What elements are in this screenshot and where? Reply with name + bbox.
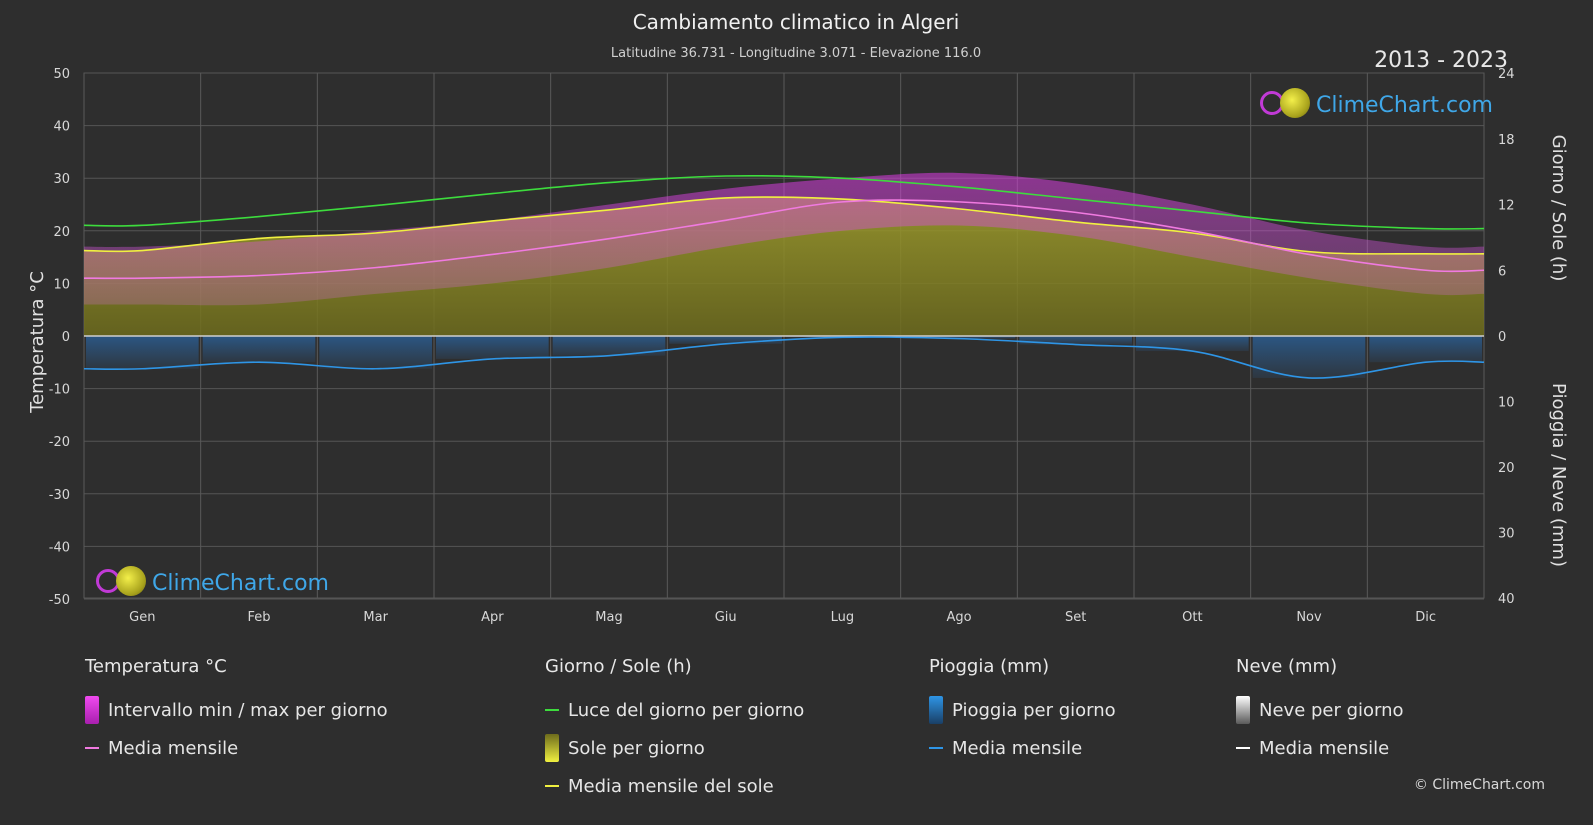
rain-bar [1136, 336, 1249, 352]
chart-subtitle: Latitudine 36.731 - Longitudine 3.071 - … [611, 46, 981, 61]
temp-range-swatch [85, 696, 99, 724]
rain-bar [669, 336, 782, 344]
daylight-swatch [545, 709, 559, 711]
x-month-tick-label: Lug [831, 610, 855, 625]
rain-bar [86, 336, 199, 369]
brand-text-bottom: ClimeChart.com [152, 570, 329, 596]
x-month-tick-label: Mar [363, 610, 388, 625]
legend-item: Media mensile [929, 729, 1116, 767]
legend-item: Media mensile [85, 729, 388, 767]
rain-bar [1369, 336, 1482, 363]
legend-temperature: Temperatura °C Intervallo min / max per … [85, 656, 388, 767]
brand-logo-top[interactable]: ClimeChart.com [1260, 88, 1493, 122]
y-left-tick-label: 40 [53, 120, 70, 135]
y-axis-right-bottom-title: Pioggia / Neve (mm) [1548, 383, 1569, 567]
rain-bar [436, 336, 549, 359]
legend-item: Intervallo min / max per giorno [85, 691, 388, 729]
rain-mean-swatch [929, 747, 943, 749]
sunshine-swatch [545, 734, 559, 762]
legend-item: Media mensile [1236, 729, 1404, 767]
x-month-tick-label: Ott [1182, 610, 1202, 625]
y-right-precip-tick-label: 40 [1498, 592, 1515, 607]
temperature-mean-line [83, 199, 1485, 280]
y-right-hours-tick-label: 0 [1498, 330, 1506, 345]
brand-logo-bottom[interactable]: ClimeChart.com [96, 566, 329, 600]
y-right-precip-tick-label: 30 [1498, 527, 1515, 542]
y-left-tick-label: 10 [53, 277, 70, 292]
data-lines [83, 174, 1485, 379]
year-range: 2013 - 2023 [1374, 48, 1508, 73]
rain-bar [202, 336, 316, 363]
y-left-tick-label: -10 [49, 383, 70, 398]
x-month-tick-label: Set [1065, 610, 1086, 625]
copyright: © ClimeChart.com [1413, 777, 1545, 793]
legend-sun: Giorno / Sole (h) Luce del giorno per gi… [545, 656, 804, 805]
daylight-line [83, 174, 1485, 230]
x-month-tick-label: Mag [595, 610, 622, 625]
temp-mean-swatch [85, 747, 99, 749]
y-right-precip-tick-label: 10 [1498, 396, 1515, 411]
legend-header-snow: Neve (mm) [1236, 656, 1338, 677]
x-month-tick-label: Feb [247, 610, 270, 625]
chart-title: Cambiamento climatico in Algeri [633, 10, 960, 34]
legend-header-temperature: Temperatura °C [85, 656, 227, 677]
y-left-tick-label: -40 [49, 540, 70, 555]
y-left-tick-label: -50 [49, 593, 70, 608]
y-left-tick-label: 0 [62, 330, 70, 345]
legend-item: Media mensile del sole [545, 767, 804, 805]
x-month-tick-label: Dic [1415, 610, 1436, 625]
y-left-tick-label: -20 [49, 435, 70, 450]
y-right-precip-tick-label: 20 [1498, 461, 1515, 476]
y-right-hours-tick-label: 6 [1498, 264, 1506, 279]
rain-bar [902, 336, 1016, 339]
legend-item: Pioggia per giorno [929, 691, 1116, 729]
snow-swatch [1236, 696, 1250, 724]
data-areas [84, 172, 1484, 378]
legend-item: Sole per giorno [545, 729, 804, 767]
rain-swatch [929, 696, 943, 724]
brand-text-top: ClimeChart.com [1316, 92, 1493, 118]
y-axis-left-title: Temperatura °C [27, 271, 48, 414]
x-month-tick-label: Nov [1296, 610, 1322, 625]
y-right-hours-tick-label: 24 [1498, 67, 1515, 82]
legend-rain: Pioggia (mm) Pioggia per giorno Media me… [929, 656, 1116, 767]
x-month-tick-label: Gen [129, 610, 155, 625]
y-right-hours-tick-label: 18 [1498, 133, 1515, 148]
legend-header-rain: Pioggia (mm) [929, 656, 1050, 677]
x-month-tick-label: Apr [481, 610, 504, 625]
y-left-tick-label: 20 [53, 225, 70, 240]
legend-snow: Neve (mm) Neve per giorno Media mensile [1236, 656, 1404, 767]
temperature-range-band [84, 172, 1484, 306]
rain-bar [319, 336, 432, 369]
legend-header-sun: Giorno / Sole (h) [545, 656, 692, 677]
x-month-tick-label: Giu [715, 610, 737, 625]
y-left-tick-label: 50 [53, 67, 70, 82]
rain-bar [552, 336, 666, 356]
climechart-logo-icon [96, 566, 148, 600]
y-axis-right-top-title: Giorno / Sole (h) [1548, 135, 1569, 282]
axis-ticks: 50 40 30 20 10 0 -10 -20 -30 -40 -50 24 18 12 6 0 10 20 30… [49, 67, 1515, 625]
legend-item: Luce del giorno per giorno [545, 691, 804, 729]
legend-item: Neve per giorno [1236, 691, 1404, 729]
y-left-tick-label: 30 [53, 172, 70, 187]
y-left-tick-label: -30 [49, 488, 70, 503]
rain-bar [1019, 336, 1132, 345]
sunshine-mean-swatch [545, 785, 559, 787]
snow-mean-swatch [1236, 747, 1250, 749]
x-month-tick-label: Ago [946, 610, 971, 625]
rain-mean-line [83, 336, 1485, 379]
y-right-hours-tick-label: 12 [1498, 199, 1515, 214]
climechart-logo-icon [1260, 88, 1312, 122]
